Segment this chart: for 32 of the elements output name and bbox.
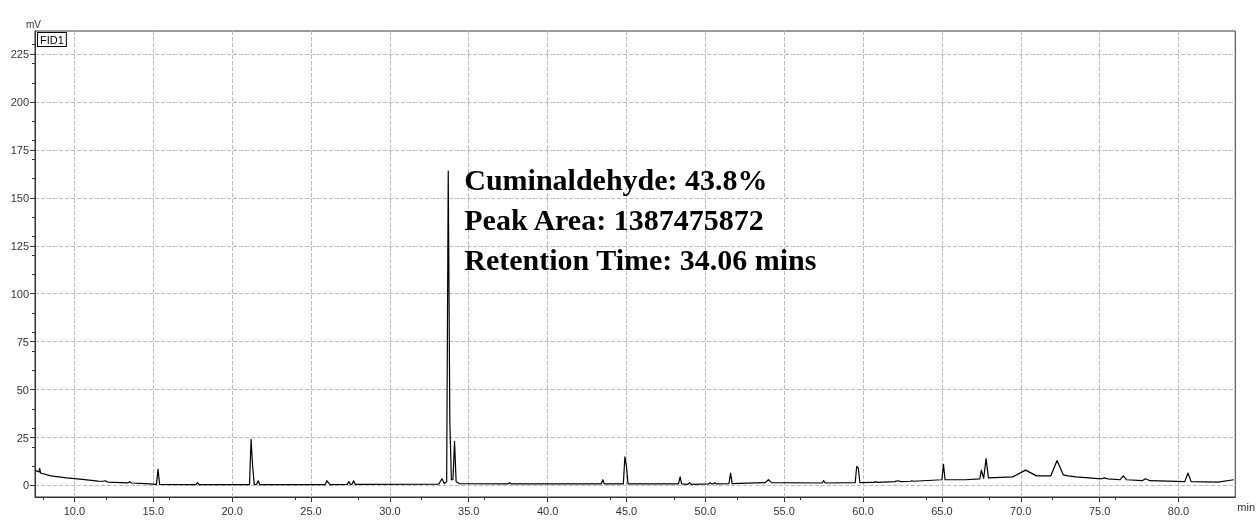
x-tick-label: 70.0 xyxy=(1010,504,1032,517)
y-tick-label: 100 xyxy=(10,287,29,300)
x-tick-label: 40.0 xyxy=(536,504,559,517)
annotation: Cuminaldehyde: 43.8% xyxy=(464,163,768,197)
x-tick-label: 35.0 xyxy=(458,504,480,517)
y-tick-label: 150 xyxy=(10,191,29,204)
y-tick-label: 0 xyxy=(22,479,29,492)
x-tick-label: 60.0 xyxy=(852,504,874,517)
annotation: FID1 xyxy=(40,33,64,46)
y-tick-label: 225 xyxy=(10,48,29,61)
y-tick-label: 50 xyxy=(16,383,29,396)
x-tick-label: 30.0 xyxy=(379,504,401,517)
x-tick-label: 15.0 xyxy=(142,504,164,517)
x-tick-label: 10.0 xyxy=(63,504,86,517)
x-tick-label: 50.0 xyxy=(694,504,717,517)
annotation: Retention Time: 34.06 mins xyxy=(464,243,817,277)
x-tick-label: 45.0 xyxy=(615,504,638,517)
x-tick-label: 65.0 xyxy=(931,504,953,517)
line-series xyxy=(34,170,1235,486)
y-tick-label: 125 xyxy=(10,239,29,252)
y-tick-label: 175 xyxy=(10,143,29,156)
x-tick-label: 80.0 xyxy=(1167,504,1190,517)
y-tick-label: 75 xyxy=(16,335,29,348)
x-axis-title: min xyxy=(1237,500,1256,513)
x-tick-label: 20.0 xyxy=(221,504,243,517)
annotation: Peak Area: 1387475872 xyxy=(464,203,764,237)
x-tick-label: 75.0 xyxy=(1088,504,1111,517)
y-axis-title: mV xyxy=(26,18,42,30)
y-tick-label: 25 xyxy=(16,431,29,444)
x-tick-label: 55.0 xyxy=(773,504,795,517)
y-tick-label: 200 xyxy=(10,95,29,108)
x-tick-label: 25.0 xyxy=(300,504,322,517)
